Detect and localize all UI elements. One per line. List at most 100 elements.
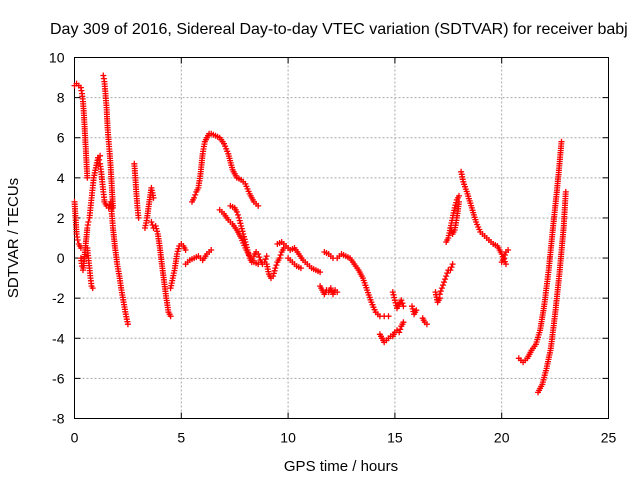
data-point	[154, 228, 161, 235]
series-arc-25	[409, 303, 420, 318]
data-point	[397, 326, 404, 333]
y-tick-label: -2	[52, 290, 65, 306]
series-arc-5	[86, 152, 104, 221]
data-point	[400, 303, 407, 310]
data-point	[174, 248, 181, 255]
data-point	[423, 321, 430, 328]
data-point	[182, 247, 189, 253]
series-arc-17	[250, 249, 270, 268]
y-tick-label: -6	[52, 370, 65, 386]
data-point	[239, 228, 246, 235]
data-point	[270, 273, 277, 280]
data-point	[390, 291, 397, 298]
data-point	[317, 269, 324, 276]
data-point	[124, 321, 131, 328]
data-point	[501, 252, 508, 258]
data-point	[255, 251, 262, 257]
series-arc-7	[100, 72, 116, 211]
y-tick-label: 0	[57, 250, 65, 266]
y-tick-labels: -8 -6 -4 -2 0 2 4 6 8 10	[49, 50, 65, 427]
data-point	[438, 285, 445, 292]
series-arc-1	[71, 198, 84, 251]
data-point	[256, 254, 263, 261]
data-point	[167, 313, 174, 320]
data-point	[505, 247, 512, 253]
series-arc-18	[263, 245, 287, 282]
data-point	[85, 219, 92, 225]
data-point	[273, 262, 280, 269]
chart-title: Day 309 of 2016, Sidereal Day-to-day VTE…	[50, 21, 628, 38]
series-arc-16	[227, 202, 255, 266]
data-point	[263, 253, 270, 260]
data-point	[456, 198, 462, 205]
data-point	[271, 267, 278, 274]
plot-frame	[74, 57, 609, 419]
series-arc-26	[419, 315, 430, 328]
series-arc-21	[317, 283, 341, 298]
data-point	[236, 214, 242, 221]
series-arc-8	[101, 198, 131, 328]
data-point	[241, 236, 248, 243]
data-point	[150, 194, 157, 201]
y-tick-label: 8	[57, 90, 65, 106]
x-tick-label: 0	[71, 430, 79, 446]
data-point	[400, 319, 407, 326]
data-point	[558, 138, 565, 145]
data-point	[451, 204, 458, 211]
data-point	[255, 202, 262, 209]
data-point	[248, 259, 255, 266]
grid-lines	[74, 57, 609, 419]
x-tick-label: 25	[601, 430, 617, 446]
data-point	[234, 211, 241, 218]
data-point	[233, 208, 240, 215]
y-axis-label: SDTVAR / TECUs	[5, 178, 22, 298]
data-point	[240, 231, 247, 237]
data-point	[398, 297, 405, 304]
x-tick-label: 10	[280, 430, 296, 446]
data-point	[413, 307, 420, 314]
data-point	[244, 247, 251, 253]
series-arc-24	[389, 289, 407, 312]
data-point	[272, 265, 279, 272]
series-arc-14	[189, 130, 262, 209]
series-arc-20	[285, 255, 304, 272]
data-point	[277, 252, 284, 258]
series-arc-23	[376, 319, 407, 346]
y-tick-label: -4	[52, 330, 65, 346]
data-point	[562, 188, 569, 195]
series-arc-32	[498, 247, 512, 266]
series-arc-30	[447, 198, 462, 237]
data-point	[96, 156, 103, 163]
data-point	[436, 291, 443, 298]
data-point	[148, 219, 155, 225]
y-tick-label: 6	[57, 130, 65, 146]
data-point	[153, 225, 160, 232]
data-point	[327, 285, 334, 292]
series-arc-27	[432, 289, 443, 306]
data-point	[245, 252, 252, 259]
data-point	[238, 225, 245, 232]
data-point	[448, 264, 455, 271]
data-point	[441, 279, 447, 286]
data-point	[84, 174, 91, 181]
series-arc-11	[148, 219, 174, 320]
data-point	[389, 289, 396, 296]
data-point	[262, 256, 269, 263]
series-arc-6	[95, 154, 108, 203]
data-point	[245, 249, 252, 256]
series-arc-10	[142, 184, 157, 231]
data-point	[447, 267, 454, 274]
data-point	[500, 255, 507, 262]
axis-ticks	[74, 57, 609, 419]
y-tick-label: -8	[52, 411, 65, 427]
data-point	[135, 214, 142, 221]
data-point	[191, 194, 198, 201]
data-point	[243, 241, 250, 248]
series-arc-4	[84, 245, 96, 292]
series-arc-13	[182, 247, 215, 268]
data-point	[396, 329, 403, 336]
series-arc-28	[436, 261, 456, 298]
data-point	[399, 300, 406, 307]
data-point	[89, 285, 96, 292]
